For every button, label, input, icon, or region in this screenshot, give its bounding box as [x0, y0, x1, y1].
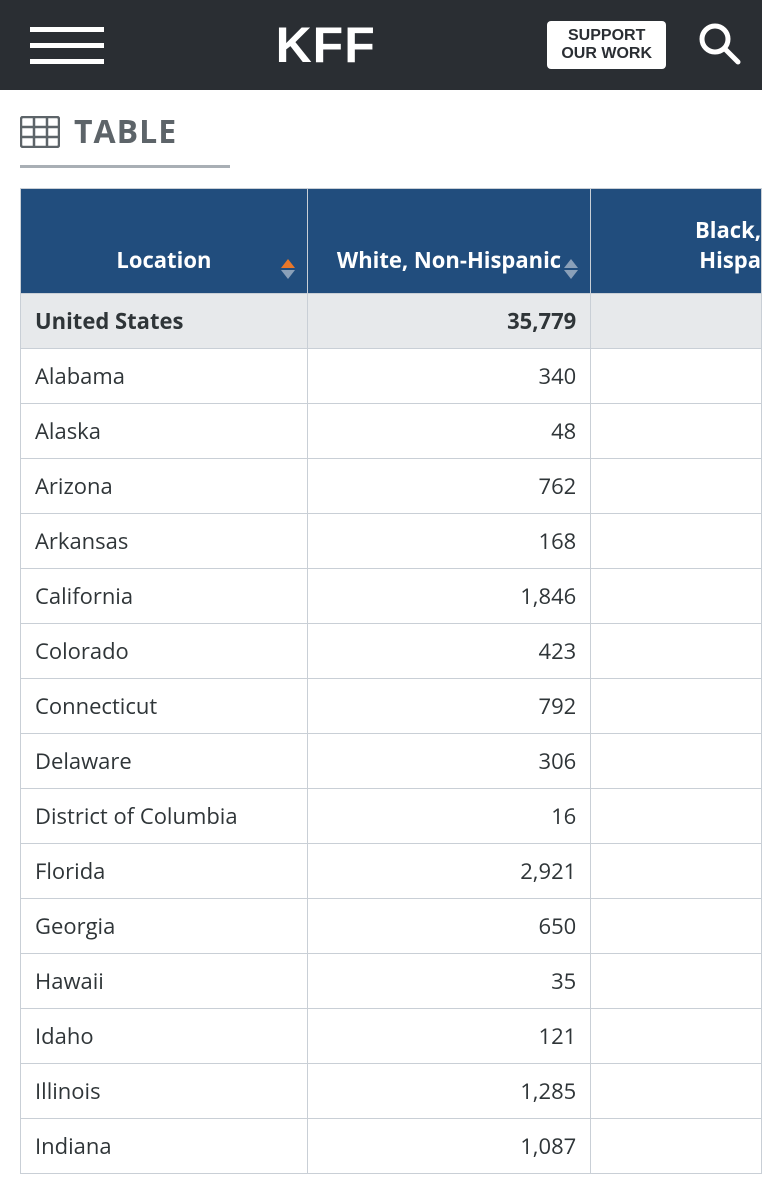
cell-value: [591, 1008, 762, 1063]
cell-value: 1,087: [307, 1118, 590, 1173]
cell-location: Georgia: [21, 898, 307, 953]
cell-value: 423: [307, 623, 590, 678]
cell-location: Florida: [21, 843, 307, 898]
cell-value: 762: [307, 458, 590, 513]
column-header-label: White, Non-Hispanic: [320, 245, 578, 275]
data-table: Location White, Non-Hispanic Black, Hisp…: [21, 189, 762, 1174]
cell-value: 792: [307, 678, 590, 733]
table-header-row: Location White, Non-Hispanic Black, Hisp…: [21, 189, 762, 293]
site-header: KFF SUPPORT OUR WORK: [0, 0, 762, 90]
table-row: Arizona762: [21, 458, 762, 513]
table-row: Arkansas168: [21, 513, 762, 568]
section-title: TABLE: [74, 110, 177, 153]
cell-location: Alabama: [21, 348, 307, 403]
search-icon[interactable]: [696, 20, 742, 71]
cell-value: 650: [307, 898, 590, 953]
cell-value: [591, 458, 762, 513]
cell-value: [591, 733, 762, 788]
cell-location: Alaska: [21, 403, 307, 458]
cell-location: Arkansas: [21, 513, 307, 568]
cell-location: Arizona: [21, 458, 307, 513]
table-icon: [20, 116, 60, 148]
cell-value: [591, 513, 762, 568]
cell-value: [591, 623, 762, 678]
table-row: Connecticut792: [21, 678, 762, 733]
cell-location: United States: [21, 293, 307, 348]
content-area: TABLE Location White, Non-Hispanic: [0, 90, 762, 1174]
column-header-black[interactable]: Black, Hispa: [591, 189, 762, 293]
cell-location: Connecticut: [21, 678, 307, 733]
column-header-label: Location: [33, 245, 295, 275]
column-header-location[interactable]: Location: [21, 189, 307, 293]
column-header-white[interactable]: White, Non-Hispanic: [307, 189, 590, 293]
cell-location: Illinois: [21, 1063, 307, 1118]
table-row: Alabama340: [21, 348, 762, 403]
table-row: Hawaii35: [21, 953, 762, 1008]
section-header: TABLE: [20, 110, 762, 168]
table-row-total: United States35,779: [21, 293, 762, 348]
cell-value: [591, 843, 762, 898]
cell-value: [591, 953, 762, 1008]
data-table-wrap: Location White, Non-Hispanic Black, Hisp…: [20, 188, 762, 1174]
cell-location: Hawaii: [21, 953, 307, 1008]
cell-location: Idaho: [21, 1008, 307, 1063]
cell-value: 16: [307, 788, 590, 843]
cell-value: 48: [307, 403, 590, 458]
logo-text: KFF: [276, 16, 376, 74]
support-button[interactable]: SUPPORT OUR WORK: [547, 21, 666, 70]
cell-value: [591, 293, 762, 348]
cell-value: 340: [307, 348, 590, 403]
table-body: United States35,779Alabama340Alaska48Ari…: [21, 293, 762, 1173]
table-row: District of Columbia16: [21, 788, 762, 843]
cell-value: 35: [307, 953, 590, 1008]
table-row: California1,846: [21, 568, 762, 623]
table-row: Delaware306: [21, 733, 762, 788]
table-row: Idaho121: [21, 1008, 762, 1063]
table-row: Alaska48: [21, 403, 762, 458]
table-row: Colorado423: [21, 623, 762, 678]
table-row: Illinois1,285: [21, 1063, 762, 1118]
table-row: Georgia650: [21, 898, 762, 953]
table-row: Indiana1,087: [21, 1118, 762, 1173]
cell-value: 121: [307, 1008, 590, 1063]
cell-value: [591, 898, 762, 953]
cell-location: Delaware: [21, 733, 307, 788]
table-row: Florida2,921: [21, 843, 762, 898]
cell-value: 1,285: [307, 1063, 590, 1118]
cell-value: [591, 788, 762, 843]
cell-value: 306: [307, 733, 590, 788]
cell-location: Indiana: [21, 1118, 307, 1173]
cell-value: [591, 403, 762, 458]
section-underline: [20, 165, 230, 168]
cell-value: [591, 1118, 762, 1173]
column-header-label: Black, Hispa: [603, 215, 761, 275]
cell-value: [591, 1063, 762, 1118]
cell-location: District of Columbia: [21, 788, 307, 843]
menu-icon[interactable]: [30, 27, 104, 64]
cell-value: 35,779: [307, 293, 590, 348]
cell-value: 168: [307, 513, 590, 568]
sort-icon: [564, 259, 578, 279]
cell-value: [591, 568, 762, 623]
cell-value: 1,846: [307, 568, 590, 623]
cell-value: [591, 348, 762, 403]
cell-location: Colorado: [21, 623, 307, 678]
cell-value: 2,921: [307, 843, 590, 898]
cell-location: California: [21, 568, 307, 623]
cell-value: [591, 678, 762, 733]
sort-icon: [281, 259, 295, 279]
logo[interactable]: KFF: [124, 16, 527, 74]
